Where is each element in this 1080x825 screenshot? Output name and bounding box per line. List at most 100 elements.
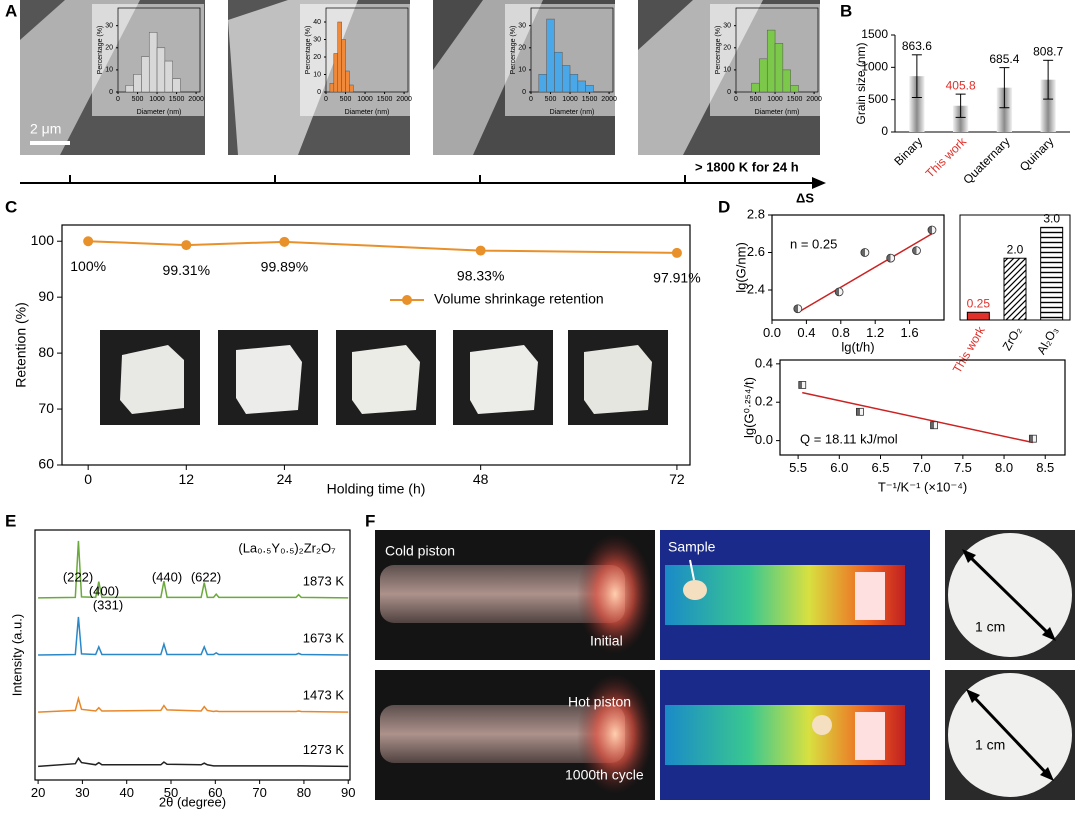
y-tick-label: 0 xyxy=(109,89,113,96)
y-tick-label: 0 xyxy=(881,124,888,138)
histogram-bar xyxy=(585,85,594,93)
data-point xyxy=(83,236,94,247)
x-tick-label: 1.2 xyxy=(866,325,884,340)
x-tick-label: 60 xyxy=(208,785,222,800)
data-point xyxy=(798,381,807,389)
value-label: 2.0 xyxy=(1007,242,1024,256)
x-axis-label: Diameter (nm) xyxy=(550,109,595,116)
x-tick-label: 0.8 xyxy=(832,325,850,340)
x-tick-label: 0 xyxy=(84,471,92,487)
inset-background xyxy=(300,4,412,116)
x-tick-label: 80 xyxy=(297,785,311,800)
histogram-bar xyxy=(766,29,776,93)
x-axis-label: Diameter (nm) xyxy=(137,109,182,116)
x-tick-label: 1500 xyxy=(169,96,185,103)
peak-label: (400) xyxy=(89,583,119,598)
histogram-bar xyxy=(759,58,768,93)
y-tick-label: 20 xyxy=(105,45,113,52)
x-tick-label: Binary xyxy=(891,134,925,168)
y-tick-label: 0.2 xyxy=(755,394,773,409)
y-tick-label: 1500 xyxy=(861,27,888,41)
photo-caption: Initial xyxy=(590,633,623,649)
histogram-bar xyxy=(782,69,791,93)
histogram-bar xyxy=(569,74,579,93)
x-tick-label: 12 xyxy=(179,471,195,487)
x-tick-label: 8.5 xyxy=(1036,460,1054,475)
series-line xyxy=(88,240,677,254)
x-tick-label: 0 xyxy=(529,96,533,103)
y-tick-label: 10 xyxy=(105,67,113,74)
plot-frame xyxy=(34,529,351,781)
value-label: 405.8 xyxy=(946,78,976,92)
series-line xyxy=(38,756,349,768)
y-tick-label: 0 xyxy=(727,89,731,96)
y-axis-label: lg(G/nm) xyxy=(733,242,748,293)
plot-frame xyxy=(325,7,409,93)
data-point xyxy=(855,407,864,416)
x-tick-label: 1500 xyxy=(377,96,393,103)
x-tick-label: 0 xyxy=(324,96,328,103)
y-tick-label: 500 xyxy=(868,92,888,106)
series-label: 1673 K xyxy=(303,630,345,645)
cube-photo xyxy=(100,330,200,425)
data-point xyxy=(475,245,486,256)
y-axis-label: Percentage (%) xyxy=(97,26,104,75)
histogram-bar xyxy=(164,60,173,93)
series-label: 1273 K xyxy=(303,742,345,757)
y-axis-label: Percentage (%) xyxy=(510,26,517,75)
value-label: 0.25 xyxy=(967,296,991,310)
histogram-bar xyxy=(790,85,799,93)
histogram-bar xyxy=(349,84,354,93)
x-tick-label: 2000 xyxy=(601,96,617,103)
x-tick-label: 1000 xyxy=(149,96,165,103)
data-point xyxy=(1028,434,1037,443)
series-label: 1473 K xyxy=(303,688,345,703)
x-tick-label: 70 xyxy=(252,785,266,800)
bar xyxy=(996,87,1013,132)
x-axis-label: Diameter (nm) xyxy=(755,109,800,116)
data-point xyxy=(912,246,921,256)
plot-frame xyxy=(61,224,691,466)
cube-photo xyxy=(336,330,436,425)
y-tick-label: 0 xyxy=(317,89,321,96)
value-label: 100% xyxy=(70,258,106,274)
x-tick-label: Quaternary xyxy=(960,134,1012,186)
cube-photo xyxy=(568,330,668,425)
x-tick-label: 6.5 xyxy=(871,460,889,475)
series-line xyxy=(38,695,349,713)
axis-ticks xyxy=(69,175,686,183)
x-tick-label: 1000 xyxy=(767,96,783,103)
histogram-bar xyxy=(337,21,342,93)
photo-caption: Cold piston xyxy=(385,543,455,559)
y-tick-label: 30 xyxy=(105,23,113,30)
y-tick-label: 30 xyxy=(723,23,731,30)
value-label: 99.89% xyxy=(261,259,308,275)
x-tick-label: 6.0 xyxy=(830,460,848,475)
data-point xyxy=(279,236,290,247)
x-tick-label: 1500 xyxy=(582,96,598,103)
panel-label: E xyxy=(5,511,16,530)
y-tick-label: 80 xyxy=(38,344,54,360)
x-tick-label: 2000 xyxy=(396,96,412,103)
y-tick-label: 2.6 xyxy=(747,244,765,259)
x-tick-label: 0.4 xyxy=(797,325,815,340)
series-line xyxy=(38,540,349,599)
photo-caption: Sample xyxy=(668,539,716,555)
x-tick-label: 0 xyxy=(734,96,738,103)
histogram-bar xyxy=(148,32,158,93)
value-label: 685.4 xyxy=(989,52,1019,66)
photo-caption: Hot piston xyxy=(568,694,631,710)
x-tick-label: Al₂O₃ xyxy=(1034,324,1061,357)
value-label: 99.31% xyxy=(163,262,210,278)
x-tick-label: 90 xyxy=(341,785,355,800)
y-tick-label: 1000 xyxy=(861,60,888,74)
x-tick-label: 2000 xyxy=(188,96,204,103)
y-tick-label: 100 xyxy=(31,232,55,248)
photo-caption: 1000th cycle xyxy=(565,767,644,783)
value-label: 3.0 xyxy=(1043,212,1060,226)
x-tick-label: 500 xyxy=(545,96,557,103)
x-tick-label: 50 xyxy=(164,785,178,800)
histogram-bar xyxy=(156,47,166,93)
y-tick-label: 20 xyxy=(723,45,731,52)
panel-label: F xyxy=(365,511,375,530)
